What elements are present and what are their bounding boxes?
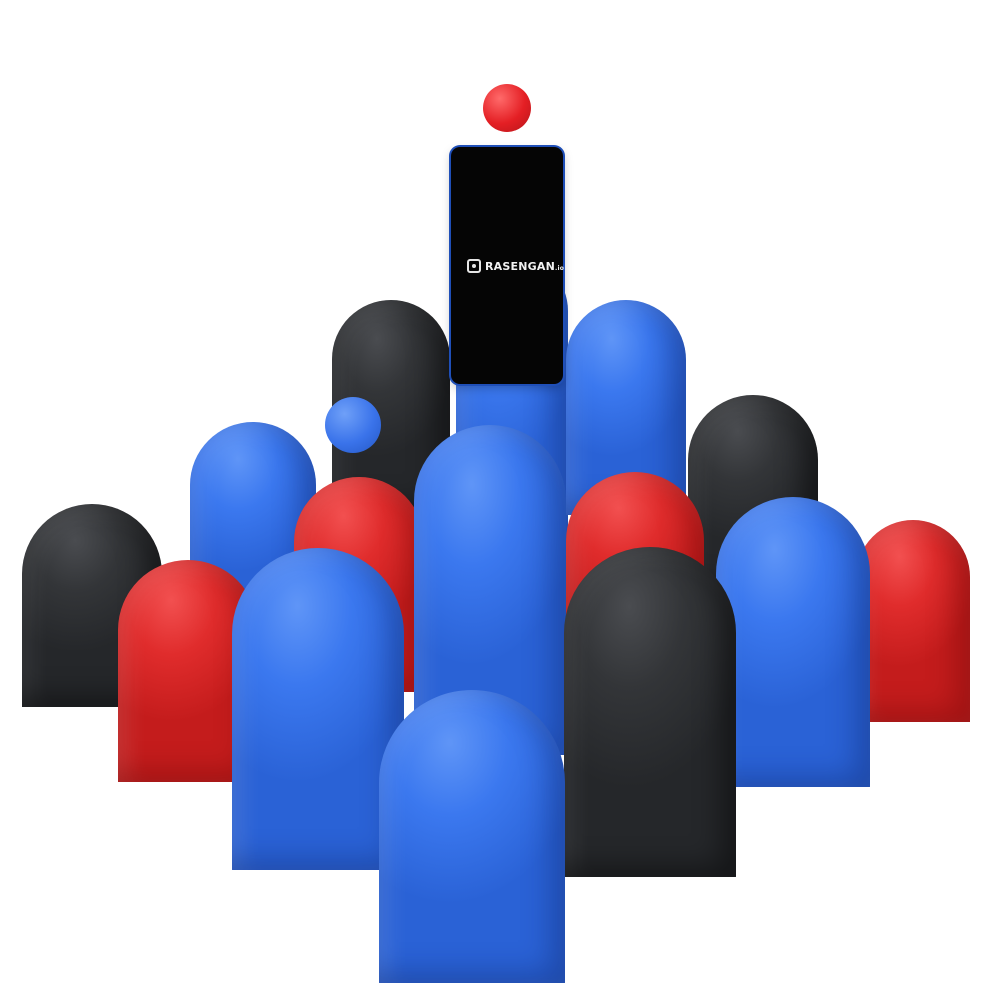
blue-ball: [325, 397, 381, 453]
pillar-black-front-center-right: [564, 547, 736, 877]
rasengan-logo-icon: [467, 259, 481, 273]
red-ball: [483, 84, 531, 132]
pillar-blue-front-center: [379, 690, 565, 983]
rasengan-logo: RASENGAN.io: [467, 259, 564, 273]
phone-device: RASENGAN.io: [451, 147, 564, 384]
pillar-blue-front-left: [232, 548, 404, 870]
pillar-red-far-right: [856, 520, 970, 722]
logo-text: RASENGAN.io: [485, 259, 565, 273]
pillar-blue-front-right: [716, 497, 870, 787]
